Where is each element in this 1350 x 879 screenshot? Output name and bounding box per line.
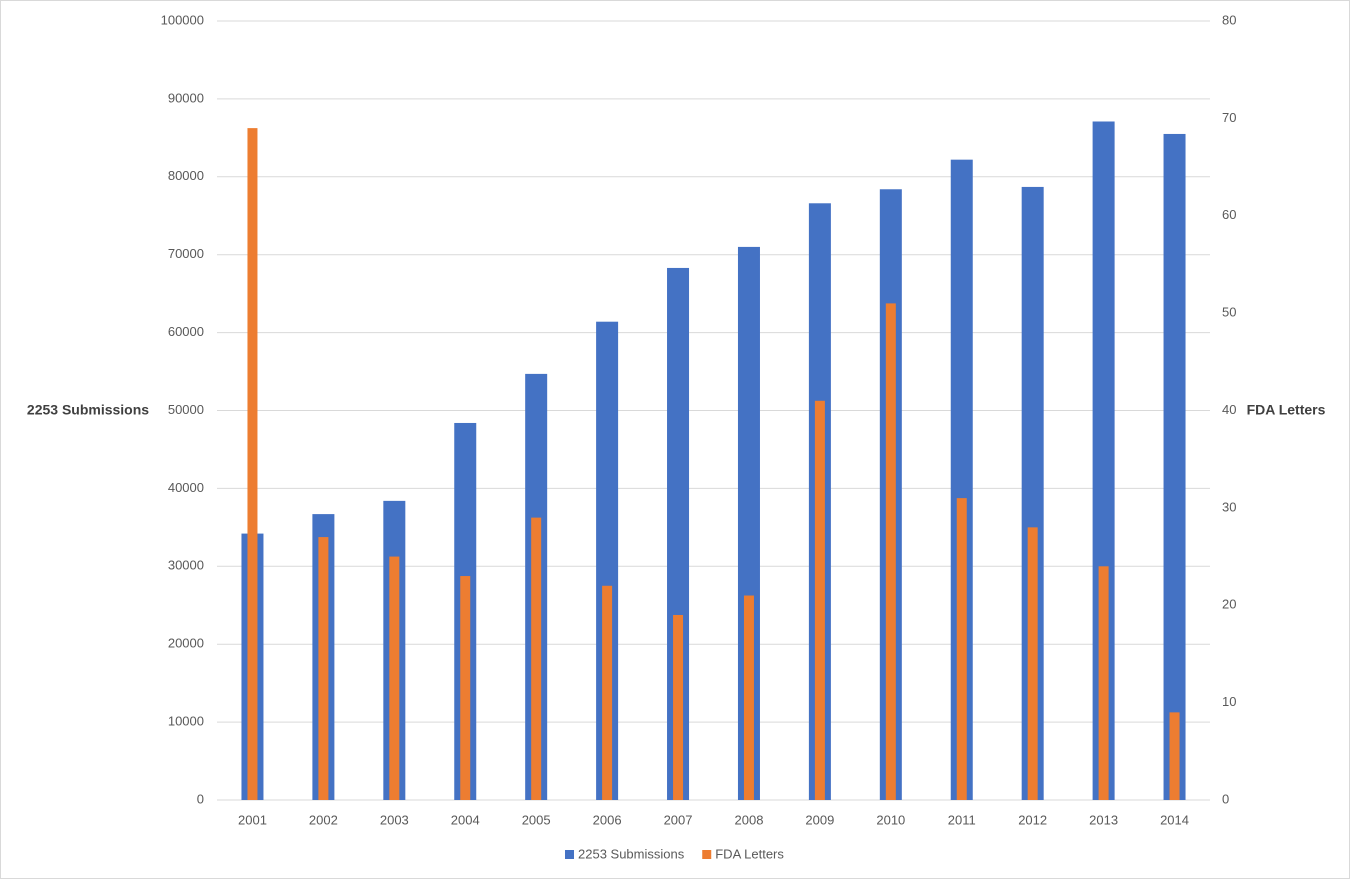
y-tick-label: 40000: [168, 480, 204, 495]
bar: [673, 614, 684, 800]
y-tick-label: 60000: [168, 324, 204, 339]
x-tick-label: 2010: [876, 812, 905, 827]
y2-axis-title: FDA Letters: [1247, 402, 1326, 418]
y-tick-label: 0: [197, 791, 204, 806]
y-tick-label: 10000: [168, 714, 204, 729]
y2-tick-label: 50: [1222, 305, 1236, 320]
y-tick-label: 80000: [168, 168, 204, 183]
bar: [667, 267, 690, 800]
bar: [318, 537, 329, 800]
y2-tick-label: 80: [1222, 12, 1236, 27]
bar: [247, 128, 258, 801]
bar: [743, 595, 754, 800]
bar: [950, 159, 973, 801]
y-tick-label: 20000: [168, 636, 204, 651]
y2-tick-label: 30: [1222, 499, 1236, 514]
y-axis-title: 2253 Submissions: [27, 402, 149, 418]
bar: [737, 246, 760, 800]
y2-tick-label: 20: [1222, 597, 1236, 612]
x-tick-label: 2007: [664, 812, 693, 827]
x-tick-label: 2013: [1089, 812, 1118, 827]
bar: [389, 556, 400, 800]
bar: [1021, 186, 1044, 800]
bar: [460, 576, 471, 800]
x-tick-label: 2006: [593, 812, 622, 827]
bar: [531, 517, 542, 800]
x-tick-label: 2011: [948, 812, 976, 827]
x-tick-label: 2009: [805, 812, 834, 827]
bar: [596, 321, 619, 800]
bar: [1169, 712, 1180, 800]
y2-tick-label: 40: [1222, 402, 1236, 417]
x-tick-label: 2012: [1018, 812, 1047, 827]
y2-tick-label: 60: [1222, 207, 1236, 222]
y-tick-label: 90000: [168, 90, 204, 105]
y2-tick-label: 0: [1222, 791, 1229, 806]
x-tick-label: 2003: [380, 812, 409, 827]
y2-tick-label: 70: [1222, 110, 1236, 125]
x-tick-label: 2005: [522, 812, 551, 827]
bar: [814, 400, 825, 800]
y-tick-label: 100000: [161, 12, 204, 27]
bar: [885, 303, 896, 800]
x-tick-label: 2002: [309, 812, 338, 827]
x-tick-label: 2004: [451, 812, 480, 827]
bar: [1098, 566, 1109, 800]
bar: [1163, 133, 1186, 800]
legend-label: 2253 Submissions: [578, 846, 685, 861]
y-tick-label: 30000: [168, 558, 204, 573]
bar: [956, 498, 967, 800]
x-tick-label: 2001: [238, 812, 267, 827]
y-tick-label: 50000: [168, 402, 204, 417]
bar: [602, 585, 613, 800]
legend-swatch: [565, 850, 574, 859]
bar: [1027, 527, 1038, 800]
x-tick-label: 2008: [735, 812, 764, 827]
legend-swatch: [702, 850, 712, 859]
bar: [1092, 121, 1115, 801]
y2-tick-label: 10: [1222, 694, 1236, 709]
x-tick-label: 2014: [1160, 812, 1189, 827]
legend-label: FDA Letters: [715, 846, 784, 861]
y-tick-label: 70000: [168, 246, 204, 261]
